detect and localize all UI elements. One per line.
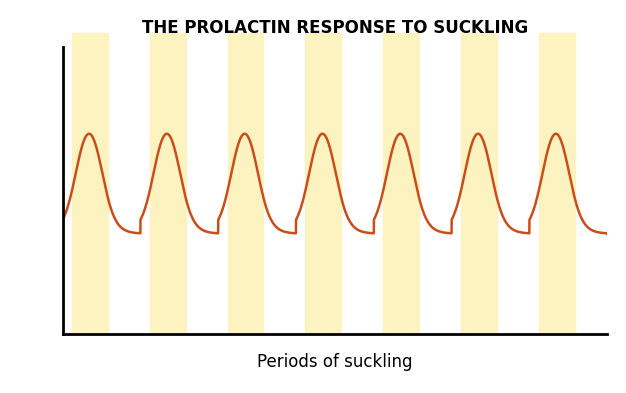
Bar: [150, 33, 185, 334]
Title: THE PROLACTIN RESPONSE TO SUCKLING: THE PROLACTIN RESPONSE TO SUCKLING: [141, 19, 528, 37]
Bar: [383, 33, 419, 334]
Bar: [539, 33, 575, 334]
Bar: [72, 33, 108, 334]
Bar: [227, 33, 264, 334]
X-axis label: Periods of suckling: Periods of suckling: [257, 353, 413, 371]
Bar: [305, 33, 341, 334]
Bar: [461, 33, 497, 334]
